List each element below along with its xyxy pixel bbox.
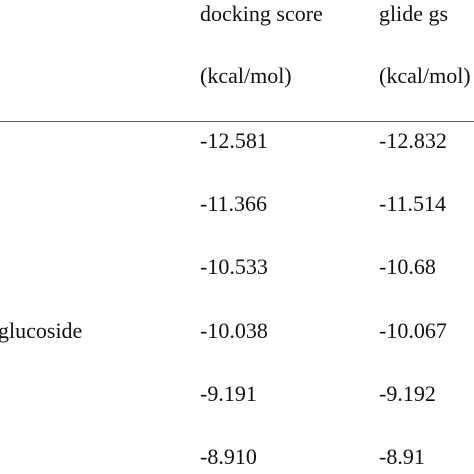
cell-value: -10.68 bbox=[379, 254, 436, 280]
column-unit: (kcal/mol) bbox=[200, 63, 292, 88]
cell-value: -11.366 bbox=[200, 191, 268, 217]
cell-value: -12.581 bbox=[200, 128, 268, 153]
cell-value: -12.832 bbox=[379, 128, 447, 153]
cell-value: -8.910 bbox=[200, 444, 257, 469]
cell-value: -11.514 bbox=[379, 191, 447, 217]
row-label: glucoside bbox=[0, 317, 83, 343]
cell-value: -8.91 bbox=[379, 444, 425, 469]
column-header: docking score bbox=[200, 1, 323, 26]
column-unit: (kcal/mol) bbox=[379, 63, 471, 88]
cell-value: -9.192 bbox=[379, 380, 436, 406]
cell-value: -10.038 bbox=[200, 317, 268, 343]
cell-value: -9.191 bbox=[200, 380, 257, 406]
column-header: glide gs bbox=[379, 1, 449, 26]
cell-value: -10.533 bbox=[200, 254, 268, 280]
cell-value: -10.067 bbox=[379, 317, 447, 343]
header-rule bbox=[0, 121, 474, 122]
